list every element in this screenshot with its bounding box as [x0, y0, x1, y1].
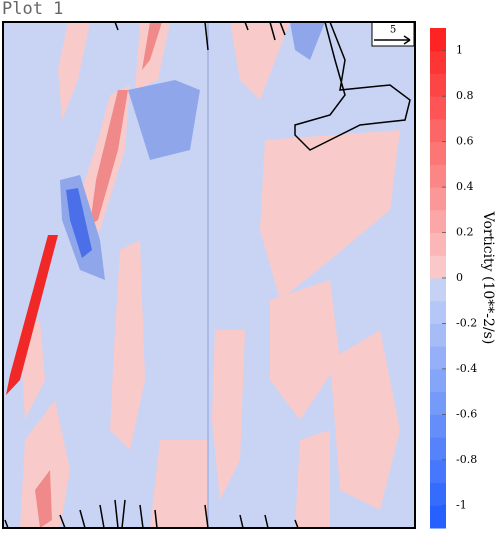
vector-reference: 5 — [371, 21, 415, 47]
contour-lines — [4, 21, 411, 529]
colorbar-band — [430, 73, 446, 97]
colorbar-tick-label: 0.6 — [456, 135, 474, 148]
colorbar: 1 0.8 0.6 0.4 0.2 0 -0.2 -0.4 -0.6 -0.8 -1 — [430, 28, 477, 529]
colorbar-band — [430, 368, 446, 393]
colorbar-tick-label: -0.8 — [456, 453, 477, 466]
colorbar-tick-label: 0 — [456, 271, 463, 284]
vector-arrowhead — [403, 35, 411, 45]
colorbar-tick-label: 0.8 — [456, 89, 474, 102]
colorbar-band — [430, 459, 446, 484]
colorbar-band — [430, 346, 446, 370]
colorbar-band — [430, 414, 446, 438]
strong-negative — [66, 188, 92, 258]
red-blade — [6, 235, 58, 395]
colorbar-label: Vorticity (10**-2/s) — [480, 211, 496, 345]
colorbar-band — [430, 300, 446, 324]
colorbar-tick-label: -0.6 — [456, 407, 477, 420]
colorbar-band — [430, 187, 446, 211]
colorbar-tick-label: 0.2 — [456, 226, 474, 239]
plot-area: 5 — [2, 21, 416, 529]
colorbar-band — [430, 278, 446, 302]
chart-title: Plot 1 — [2, 0, 63, 19]
colorbar-band — [430, 50, 446, 74]
colorbar-tick-label: 0.4 — [456, 180, 474, 193]
colorbar-tick-label: -0.2 — [456, 316, 477, 329]
colorbar-tick-label: 1 — [456, 44, 463, 57]
colorbar-tick-label: -0.4 — [456, 362, 477, 375]
positive-regions — [20, 22, 400, 528]
colorbar-tick-label: -1 — [456, 498, 467, 511]
colorbar-band — [430, 118, 446, 143]
colorbar-band — [430, 437, 446, 461]
vector-label: 5 — [390, 25, 396, 36]
colorbar-band — [430, 255, 446, 279]
colorbar-band — [430, 482, 446, 506]
colorbar-band — [430, 164, 446, 188]
colorbar-band — [430, 96, 446, 120]
plot-frame — [2, 21, 416, 529]
colorbar-band — [430, 505, 446, 529]
colorbar-band — [430, 391, 446, 415]
colorbar-band — [430, 323, 446, 347]
colorbar-band — [430, 28, 446, 52]
colorbar-band — [430, 232, 446, 256]
colorbar-band — [430, 141, 446, 165]
colorbar-band — [430, 209, 446, 234]
strong-positive — [35, 22, 162, 528]
